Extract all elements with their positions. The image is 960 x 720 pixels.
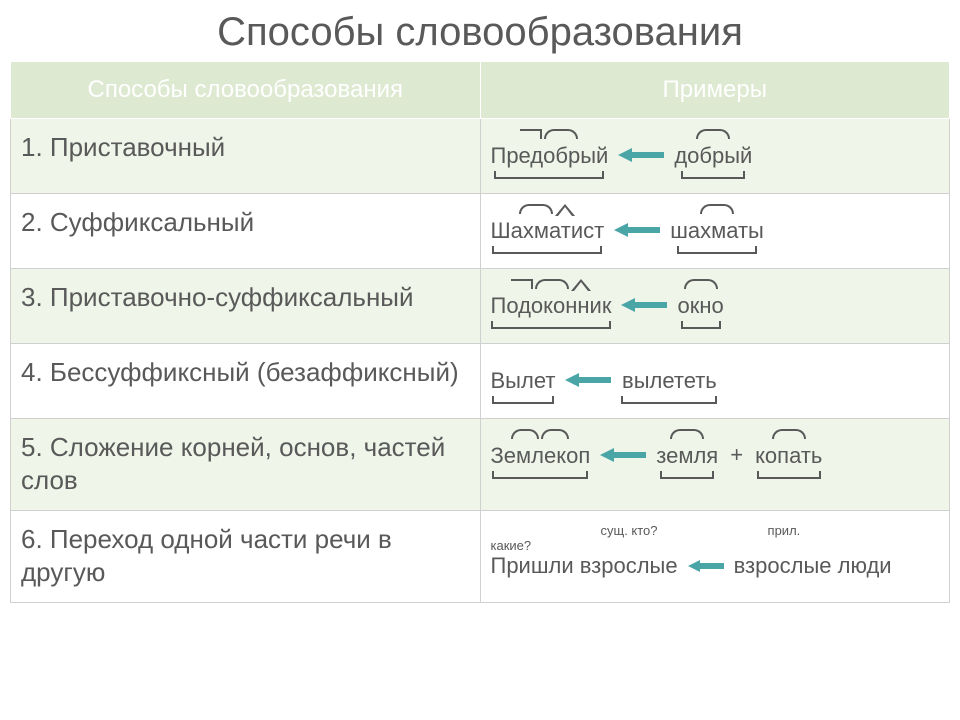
table-row: 2. Суффиксальный Шахматист шахматы	[11, 194, 950, 269]
derived-word: Подоконник	[491, 281, 612, 329]
example-cell: Предобрый добрый	[480, 119, 950, 194]
question-small: какие?	[491, 538, 532, 553]
example-cell: Землекоп земля + копать	[480, 419, 950, 511]
method-name: 3. Приставочно-суффиксальный	[11, 269, 481, 344]
derived-word: Землекоп	[491, 431, 591, 479]
header-examples: Примеры	[480, 62, 950, 119]
source-word: вылететь	[621, 356, 717, 404]
derived-word: Шахматист	[491, 206, 605, 254]
example-cell: Шахматист шахматы	[480, 194, 950, 269]
derived-word: Предобрый	[491, 131, 609, 179]
table-row: 6. Переход одной части речи в другую сущ…	[11, 511, 950, 603]
method-name: 1. Приставочный	[11, 119, 481, 194]
table-row: 1. Приставочный Предобрый добрый	[11, 119, 950, 194]
table-row: 3. Приставочно-суффиксальный Подоконник …	[11, 269, 950, 344]
annotation-adj: прил.	[768, 523, 801, 538]
sentence-right: взрослые люди	[734, 553, 892, 579]
example-cell: Вылет вылететь	[480, 344, 950, 419]
method-name: 4. Бессуффиксный (безаффиксный)	[11, 344, 481, 419]
source-word-a: земля	[656, 431, 718, 479]
table-row: 5. Сложение корней, основ, частей слов З…	[11, 419, 950, 511]
source-word: шахматы	[670, 206, 764, 254]
header-methods: Способы словообразования	[11, 62, 481, 119]
plus-sign: +	[728, 442, 745, 468]
wordformation-table: Способы словообразования Примеры 1. Прис…	[10, 61, 950, 603]
arrow-left-icon	[600, 448, 646, 462]
arrow-left-icon	[688, 560, 724, 572]
source-word-b: копать	[755, 431, 822, 479]
table-row: 4. Бессуффиксный (безаффиксный) Вылет вы…	[11, 344, 950, 419]
example-cell: Подоконник окно	[480, 269, 950, 344]
arrow-left-icon	[618, 148, 664, 162]
method-name: 6. Переход одной части речи в другую	[11, 511, 481, 603]
derived-word: Вылет	[491, 356, 556, 404]
method-name: 2. Суффиксальный	[11, 194, 481, 269]
method-name: 5. Сложение корней, основ, частей слов	[11, 419, 481, 511]
arrow-left-icon	[621, 298, 667, 312]
annotation-noun: сущ. кто?	[601, 523, 658, 538]
source-word: окно	[677, 281, 723, 329]
page-title: Способы словообразования	[0, 0, 960, 61]
source-word: добрый	[674, 131, 752, 179]
example-cell: сущ. кто? прил. какие? Пришли взрослые в…	[480, 511, 950, 603]
arrow-left-icon	[565, 373, 611, 387]
sentence-left: Пришли взрослые	[491, 553, 678, 579]
arrow-left-icon	[614, 223, 660, 237]
